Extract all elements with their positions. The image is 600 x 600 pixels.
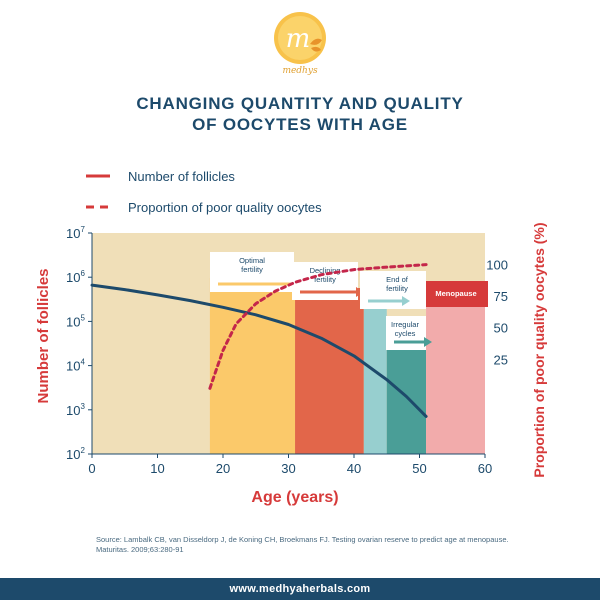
phase-label-3-0: Irregular (391, 320, 419, 329)
y2-tick-label-2: 50 (494, 321, 508, 336)
phase-label-0-0: Optimal (239, 256, 265, 265)
x-tick-label-0: 0 (88, 461, 95, 476)
y-tick-exp-4: 6 (80, 269, 85, 278)
y-tick-label-4: 106 (66, 269, 85, 285)
x-axis-label: Age (years) (251, 489, 338, 506)
y-axis-label: Number of follicles (35, 268, 52, 403)
x-tick-label-3: 30 (281, 461, 295, 476)
phase-label-4-0: Menopause (435, 289, 476, 298)
phase-card-3 (386, 316, 426, 350)
y-tick-label-2: 104 (66, 358, 85, 374)
y-tick-label-5: 107 (66, 225, 85, 241)
title-line-1: CHANGING QUANTITY AND QUALITY (136, 94, 464, 113)
y-tick-base-3: 10 (66, 314, 80, 329)
y-tick-exp-0: 2 (80, 446, 85, 455)
y-tick-base-1: 10 (66, 403, 80, 418)
page-title: CHANGING QUANTITY AND QUALITY OF OOCYTES… (0, 93, 600, 135)
y-tick-exp-5: 7 (80, 225, 85, 234)
y-tick-base-4: 10 (66, 270, 80, 285)
brand-name: medhys (282, 66, 318, 76)
x-tick-label-5: 50 (412, 461, 426, 476)
x-tick-label-4: 40 (347, 461, 361, 476)
phase-card-1 (292, 262, 358, 300)
phase-label-3-1: cycles (395, 329, 416, 338)
phase-arrowhead-3 (424, 337, 432, 347)
y-tick-label-1: 103 (66, 402, 85, 418)
svg-text:m: m (286, 24, 311, 54)
phase-label-2-1: fertility (386, 284, 408, 293)
y2-tick-label-1: 75 (494, 289, 508, 304)
x-tick-label-2: 20 (216, 461, 230, 476)
y2-axis-label: Proportion of poor quality oocytes (%) (531, 222, 547, 477)
y-tick-label-3: 105 (66, 313, 85, 329)
phase-band-4 (426, 306, 485, 454)
x-tick-label-1: 10 (150, 461, 164, 476)
y-tick-exp-1: 3 (80, 402, 85, 411)
y2-tick-label-0: 100 (486, 258, 508, 273)
phase-band-3 (386, 330, 427, 454)
series-poor-quality-line (208, 263, 428, 390)
phase-band-2 (363, 296, 387, 454)
phase-band-1 (295, 288, 364, 454)
y-tick-exp-3: 5 (80, 313, 85, 322)
phase-label-1-0: Declining (310, 266, 341, 275)
title-line-2: OF OOCYTES WITH AGE (192, 115, 408, 134)
series-follicles-line (90, 283, 428, 418)
phase-arrowhead-2 (402, 296, 410, 306)
footer-url[interactable]: www.medhyaherbals.com (0, 578, 600, 600)
x-tick-label-6: 60 (478, 461, 492, 476)
y-tick-base-0: 10 (66, 447, 80, 462)
source-citation: Source: Lambalk CB, van Disseldorp J, de… (96, 535, 509, 554)
y-tick-base-5: 10 (66, 226, 80, 241)
y-tick-base-2: 10 (66, 359, 80, 374)
legend-label-follicles: Number of follicles (128, 169, 235, 184)
phase-card-2 (360, 271, 426, 309)
legend-label-poor-quality: Proportion of poor quality oocytes (128, 200, 322, 215)
y-tick-label-0: 102 (66, 446, 85, 462)
medhys-logo: m (274, 12, 326, 64)
phase-band-0 (209, 278, 296, 454)
y2-tick-label-3: 25 (494, 352, 508, 367)
phase-label-2-0: End of (386, 275, 409, 284)
y-tick-exp-2: 4 (80, 358, 85, 367)
phase-label-0-1: fertility (241, 265, 263, 274)
phase-card-4 (426, 281, 488, 307)
phase-label-1-1: fertility (314, 275, 336, 284)
